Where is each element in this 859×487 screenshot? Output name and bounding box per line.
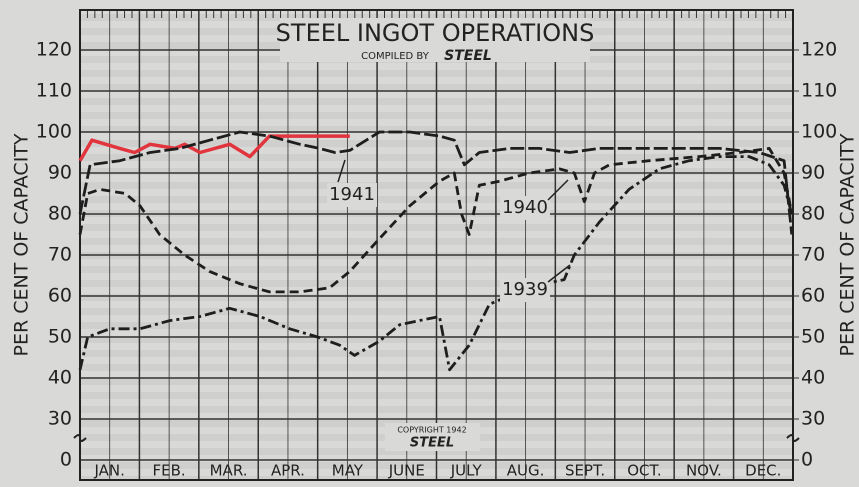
title-box [280,18,590,62]
series-line [78,147,794,294]
axis-break [73,434,87,442]
y-tick-label: 60 [48,285,72,307]
x-tick-label: OCT. [627,462,661,480]
series-label: 1941 [329,184,375,205]
frame [79,9,794,481]
series-label: 1940 [502,197,548,218]
x-tick-label: MAR. [210,462,248,480]
y-tick-label: 30 [48,408,72,430]
x-tick-label: FEB. [153,462,186,480]
y-tick-label: 110 [36,80,72,102]
y2-tick-label: 90 [801,162,825,184]
y-tick-label: 70 [48,244,72,266]
copyright-logo: STEEL [410,436,454,451]
subtitle-logo: STEEL [444,48,492,64]
y-axis-label: PER CENT OF CAPACITY [11,133,33,356]
x-tick-label: JAN. [93,462,124,480]
x-tick-label: SEPT. [565,462,605,480]
y2-tick-label: 70 [801,244,825,266]
series-line [78,130,794,235]
subtitle: COMPILED BY [361,51,430,62]
y2-tick-label: 0 [801,449,813,471]
y-tick-label: 100 [36,121,72,143]
y-tick-label: 40 [48,367,72,389]
label-bg [500,278,550,302]
x-tick-label: APR. [271,462,305,480]
x-tick-label: AUG. [507,462,545,480]
y-tick-label: 90 [48,162,72,184]
chart-title: STEEL INGOT OPERATIONS [276,19,595,47]
series-line [78,134,350,162]
x-tick-label: JULY [450,462,483,480]
y-tick-label: 50 [48,326,72,348]
y-tick-label: 0 [60,449,72,471]
leader-line [547,264,571,283]
copyright: COPYRIGHT 1942 [397,426,466,435]
y2-axis-label: PER CENT OF CAPACITY [837,133,859,356]
leader-line [547,179,569,201]
x-tick-label: MAY [332,462,364,480]
y2-tick-label: 80 [801,203,825,225]
y2-tick-label: 100 [801,121,837,143]
y2-tick-label: 110 [801,80,837,102]
axis-break [786,434,800,442]
y2-tick-label: 60 [801,285,825,307]
grid [79,10,794,480]
label-bg [500,196,550,220]
copyright-box [385,423,480,451]
y2-tick-label: 30 [801,408,825,430]
y-tick-label: 120 [36,39,72,61]
leader-line [337,159,346,183]
y2-tick-label: 50 [801,326,825,348]
y2-tick-label: 120 [801,39,837,61]
y2-tick-label: 40 [801,367,825,389]
x-tick-label: JUNE [388,462,425,480]
x-tick-label: DEC. [745,462,781,480]
y-tick-label: 80 [48,203,72,225]
x-tick-label: NOV. [686,462,722,480]
series-line [78,155,794,372]
label-bg [327,183,377,207]
series-label: 1939 [502,279,548,300]
